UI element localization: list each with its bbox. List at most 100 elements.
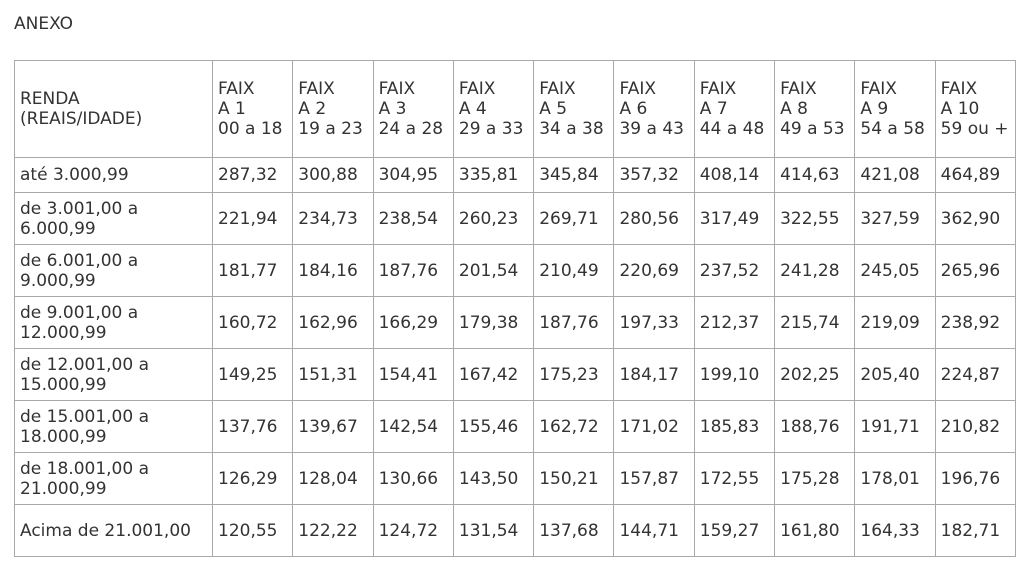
column-range: 24 a 28 <box>378 119 444 139</box>
table-cell: 280,56 <box>613 192 695 245</box>
column-range: 49 a 53 <box>780 119 845 139</box>
table-cell: 130,66 <box>372 452 454 505</box>
table-cell: 317,49 <box>693 192 776 245</box>
table-cell: 155,46 <box>452 400 535 453</box>
column-range: 39 a 43 <box>619 119 684 139</box>
table-cell: 167,42 <box>452 348 535 401</box>
table-row: de 12.001,00 a 15.000,99 149,25 151,31 154,… <box>14 348 1017 401</box>
table-cell: 265,96 <box>934 244 1017 297</box>
table-cell: 219,09 <box>854 296 936 349</box>
table-cell: 224,87 <box>934 348 1017 401</box>
table-cell: 197,33 <box>613 296 695 349</box>
column-name: FAIXA 6 <box>619 79 656 119</box>
header-cell: FAIXA 10 59 ou + <box>934 60 1017 158</box>
table-cell: 210,49 <box>533 244 615 297</box>
table-cell: 357,32 <box>613 157 695 193</box>
header-row: RENDA (REAIS/IDADE) FAIXA 1 00 a 18 FAIXA … <box>14 60 1017 158</box>
row-label: Acima de 21.001,00 <box>14 504 213 557</box>
table-cell: 187,76 <box>533 296 615 349</box>
header-cell: FAIXA 7 44 a 48 <box>693 60 776 158</box>
table-cell: 241,28 <box>774 244 856 297</box>
table-cell: 215,74 <box>774 296 856 349</box>
column-name: FAIXA 7 <box>699 79 737 119</box>
table-cell: 210,82 <box>934 400 1017 453</box>
table-cell: 175,23 <box>533 348 615 401</box>
table-cell: 166,29 <box>372 296 454 349</box>
table-row: de 15.001,00 a 18.000,99 137,76 139,67 142,… <box>14 400 1017 453</box>
column-range: 44 a 48 <box>699 119 765 139</box>
row-label: de 12.001,00 a 15.000,99 <box>14 348 213 401</box>
table-cell: 154,41 <box>372 348 454 401</box>
row-label: de 3.001,00 a 6.000,99 <box>14 192 213 245</box>
table-cell: 362,90 <box>934 192 1017 245</box>
table-cell: 164,33 <box>854 504 936 557</box>
table-cell: 122,22 <box>292 504 374 557</box>
table-row: de 6.001,00 a 9.000,99 181,77 184,16 187,76… <box>14 244 1017 297</box>
table-cell: 464,89 <box>934 157 1017 193</box>
corner-cell: RENDA (REAIS/IDADE) <box>14 60 213 158</box>
row-label: até 3.000,99 <box>14 157 213 193</box>
column-range: 59 ou + <box>940 119 1009 139</box>
header-cell: FAIXA 4 29 a 33 <box>452 60 535 158</box>
header-cell: FAIXA 3 24 a 28 <box>372 60 454 158</box>
row-label: de 9.001,00 a 12.000,99 <box>14 296 213 349</box>
table-cell: 201,54 <box>452 244 535 297</box>
table-cell: 220,69 <box>613 244 695 297</box>
table-cell: 234,73 <box>292 192 374 245</box>
header-cell: FAIXA 2 19 a 23 <box>292 60 374 158</box>
column-name: FAIXA 2 <box>298 79 335 119</box>
table-cell: 300,88 <box>292 157 374 193</box>
table-cell: 182,71 <box>934 504 1017 557</box>
table-header: RENDA (REAIS/IDADE) FAIXA 1 00 a 18 FAIXA … <box>14 60 1017 158</box>
table-cell: 128,04 <box>292 452 374 505</box>
column-name: FAIXA 1 <box>218 79 255 119</box>
table-cell: 137,68 <box>533 504 615 557</box>
table-cell: 345,84 <box>533 157 615 193</box>
table-cell: 408,14 <box>693 157 776 193</box>
column-name: FAIXA 9 <box>860 79 897 119</box>
table-cell: 185,83 <box>693 400 776 453</box>
table-cell: 161,80 <box>774 504 856 557</box>
table-cell: 304,95 <box>372 157 454 193</box>
table-cell: 124,72 <box>372 504 454 557</box>
header-cell: FAIXA 1 00 a 18 <box>211 60 294 158</box>
table-cell: 238,54 <box>372 192 454 245</box>
table-cell: 335,81 <box>452 157 535 193</box>
table-cell: 199,10 <box>693 348 776 401</box>
header-cell: FAIXA 8 49 a 53 <box>774 60 856 158</box>
table-cell: 139,67 <box>292 400 374 453</box>
table-row: de 9.001,00 a 12.000,99 160,72 162,96 166,2… <box>14 296 1017 349</box>
table-body: até 3.000,99 287,32 300,88 304,95 335,81 345,… <box>14 157 1017 557</box>
table-cell: 137,76 <box>211 400 294 453</box>
table-cell: 196,76 <box>934 452 1017 505</box>
column-name: FAIXA 4 <box>458 79 496 119</box>
table-cell: 175,28 <box>774 452 856 505</box>
column-name: FAIXA 5 <box>539 79 576 119</box>
table-cell: 162,72 <box>533 400 615 453</box>
table-cell: 212,37 <box>693 296 776 349</box>
table-cell: 188,76 <box>774 400 856 453</box>
table: RENDA (REAIS/IDADE) FAIXA 1 00 a 18 FAIXA … <box>14 60 1017 557</box>
table-cell: 238,92 <box>934 296 1017 349</box>
column-name: FAIXA 3 <box>378 79 416 119</box>
table-cell: 142,54 <box>372 400 454 453</box>
table-cell: 150,21 <box>533 452 615 505</box>
column-range: 29 a 33 <box>458 119 524 139</box>
column-name: FAIXA 10 <box>940 79 980 119</box>
row-label: de 15.001,00 a 18.000,99 <box>14 400 213 453</box>
table-cell: 120,55 <box>211 504 294 557</box>
table-cell: 131,54 <box>452 504 535 557</box>
column-range: 19 a 23 <box>298 119 363 139</box>
table-cell: 414,63 <box>774 157 856 193</box>
table-cell: 184,16 <box>292 244 374 297</box>
row-label: de 18.001,00 a 21.000,99 <box>14 452 213 505</box>
table-cell: 205,40 <box>854 348 936 401</box>
table-cell: 179,38 <box>452 296 535 349</box>
header-cell: FAIXA 5 34 a 38 <box>533 60 615 158</box>
table-cell: 144,71 <box>613 504 695 557</box>
table-cell: 126,29 <box>211 452 294 505</box>
table-cell: 157,87 <box>613 452 695 505</box>
table-cell: 171,02 <box>613 400 695 453</box>
table-cell: 327,59 <box>854 192 936 245</box>
